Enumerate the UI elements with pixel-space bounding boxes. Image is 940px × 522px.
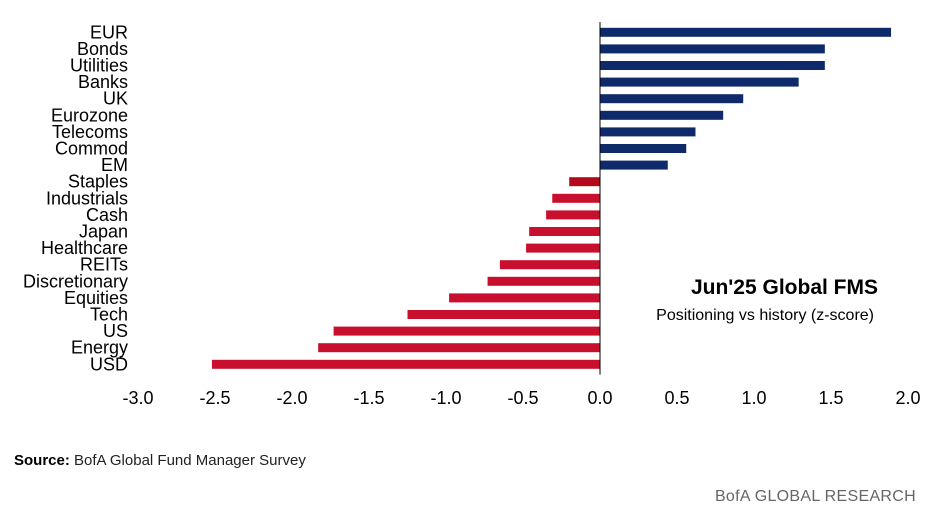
x-tick-label: 0.5 [664, 388, 689, 408]
category-label-healthcare: Healthcare [41, 238, 128, 258]
bar-telecoms [600, 127, 696, 137]
category-label-industrials: Industrials [46, 188, 128, 208]
bar-equities [449, 293, 600, 303]
bar-discretionary [487, 276, 600, 286]
bar-eur [600, 27, 892, 37]
category-label-eur: EUR [90, 22, 128, 42]
x-tick-label: 1.0 [741, 388, 766, 408]
category-label-reits: REITs [80, 255, 128, 275]
category-labels: EURBondsUtilitiesBanksUKEurozoneTelecoms… [23, 22, 128, 374]
bar-us [333, 326, 600, 336]
x-tick-label: -2.5 [199, 388, 230, 408]
x-tick-label: -2.0 [276, 388, 307, 408]
bar-japan [529, 227, 600, 236]
category-label-commod: Commod [55, 139, 128, 159]
bar-bonds [600, 44, 825, 54]
source-text: BofA Global Fund Manager Survey [74, 452, 306, 469]
category-label-uk: UK [103, 89, 128, 109]
category-label-energy: Energy [71, 338, 128, 358]
bar-em [600, 160, 668, 170]
bar-industrials [552, 193, 600, 203]
x-tick-label: -3.0 [122, 388, 153, 408]
category-label-eurozone: Eurozone [51, 105, 128, 125]
source-note: Source: BofA Global Fund Manager Survey [14, 452, 306, 469]
x-tick-label: 2.0 [895, 388, 920, 408]
category-label-discretionary: Discretionary [23, 271, 128, 291]
category-label-utilities: Utilities [70, 56, 128, 76]
x-tick-label: -0.5 [507, 388, 538, 408]
bar-energy [318, 343, 600, 353]
bars-group [211, 27, 892, 369]
bar-eurozone [600, 110, 724, 120]
bar-cash [546, 210, 600, 220]
x-tick-label: -1.0 [430, 388, 461, 408]
bar-staples [569, 177, 600, 187]
bar-banks [600, 77, 799, 87]
category-label-bonds: Bonds [77, 39, 128, 59]
category-label-equities: Equities [64, 288, 128, 308]
brand-footer: BofA GLOBAL RESEARCH [714, 488, 916, 505]
x-tick-labels: -3.0 -2.5 -2.0 -1.5 -1.0 -0.5 0.0 0.5 1.0 1.5 2.0 [122, 388, 920, 408]
bar-uk [600, 94, 744, 104]
category-label-banks: Banks [78, 72, 128, 92]
source-label: Source: [14, 452, 70, 469]
bar-reits [499, 260, 600, 270]
bar-usd [211, 359, 601, 369]
x-tick-label: 0.0 [587, 388, 612, 408]
category-label-tech: Tech [90, 305, 128, 325]
bar-tech [407, 310, 600, 319]
x-tick-label: -1.5 [353, 388, 384, 408]
category-label-staples: Staples [68, 172, 128, 192]
category-label-telecoms: Telecoms [52, 122, 128, 142]
bar-healthcare [526, 243, 600, 253]
bar-utilities [600, 61, 825, 70]
bar-chart: EURBondsUtilitiesBanksUKEurozoneTelecoms… [23, 22, 921, 408]
category-label-us: US [103, 321, 128, 341]
category-label-usd: USD [90, 354, 128, 374]
category-label-em: EM [101, 155, 128, 175]
category-label-japan: Japan [79, 222, 128, 242]
x-tick-label: 1.5 [818, 388, 843, 408]
annotation-subtitle: Positioning vs history (z-score) [656, 307, 874, 324]
category-label-cash: Cash [86, 205, 128, 225]
bar-commod [600, 144, 687, 153]
annotation-title: Jun'25 Global FMS [691, 276, 878, 299]
